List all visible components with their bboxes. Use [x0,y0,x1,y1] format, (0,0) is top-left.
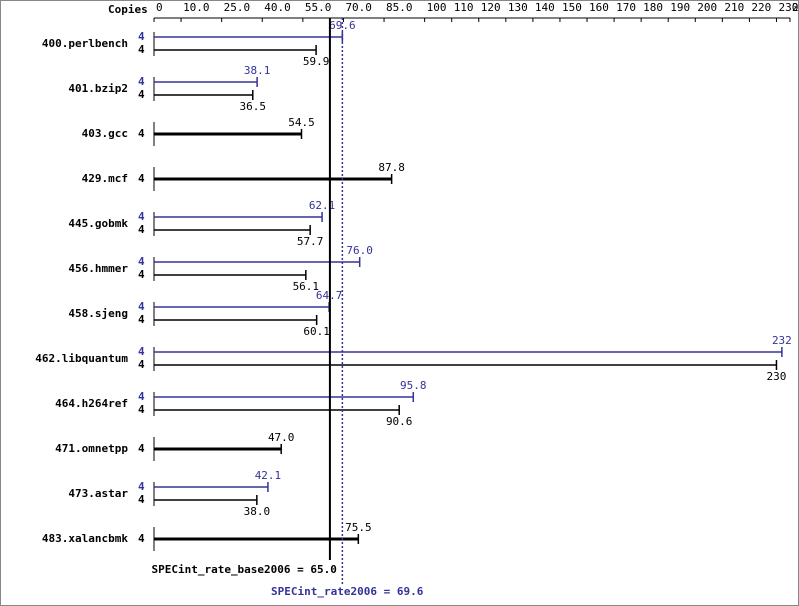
value-label: 230 [767,370,787,383]
value-label: 76.0 [346,244,373,257]
x-tick-label: 100 [427,1,447,14]
copies-header: Copies [108,3,148,16]
copies-label: 4 [138,43,145,56]
x-tick-label: 70.0 [345,1,372,14]
x-tick-label: 230 [778,1,798,14]
value-label: 42.1 [255,469,282,482]
x-tick-label: 25.0 [224,1,251,14]
reference-label: SPECint_rate_base2006 = 65.0 [151,563,336,576]
category-label: 429.mcf [82,172,128,185]
value-label: 62.1 [309,199,336,212]
copies-label: 4 [138,172,145,185]
category-label: 464.h264ref [55,397,128,410]
copies-label: 4 [138,532,145,545]
value-label: 59.9 [303,55,330,68]
value-label: 57.7 [297,235,324,248]
copies-label: 4 [138,390,145,403]
copies-label: 4 [138,88,145,101]
x-tick-label: 55.0 [305,1,332,14]
copies-label: 4 [138,30,145,43]
value-label: 36.5 [240,100,267,113]
copies-label: 4 [138,403,145,416]
reference-label: SPECint_rate2006 = 69.6 [271,585,424,598]
category-label: 445.gobmk [68,217,128,230]
copies-label: 4 [138,255,145,268]
copies-label: 4 [138,480,145,493]
x-tick-label: 120 [481,1,501,14]
x-tick-label: 10.0 [183,1,210,14]
x-tick-label: 150 [562,1,582,14]
category-label: 401.bzip2 [68,82,128,95]
x-tick-label: 40.0 [264,1,291,14]
value-label: 38.0 [244,505,271,518]
value-label: 90.6 [386,415,413,428]
value-label: 47.0 [268,431,295,444]
x-tick-label: 235 [792,1,799,14]
value-label: 60.1 [303,325,330,338]
category-label: 462.libquantum [35,352,128,365]
copies-label: 4 [138,210,145,223]
copies-label: 4 [138,358,145,371]
x-tick-label: 140 [535,1,555,14]
x-tick-label: 160 [589,1,609,14]
x-tick-label: 110 [454,1,474,14]
category-label: 483.xalancbmk [42,532,128,545]
x-tick-label: 0 [156,1,163,14]
category-label: 403.gcc [82,127,128,140]
category-label: 458.sjeng [68,307,128,320]
value-label: 232 [772,334,792,347]
category-label: 456.hmmer [68,262,128,275]
x-tick-label: 190 [670,1,690,14]
category-label: 400.perlbench [42,37,128,50]
x-tick-label: 200 [697,1,717,14]
category-label: 473.astar [68,487,128,500]
value-label: 69.6 [329,19,356,32]
copies-label: 4 [138,442,145,455]
value-label: 95.8 [400,379,427,392]
value-label: 38.1 [244,64,271,77]
x-tick-label: 130 [508,1,528,14]
copies-label: 4 [138,300,145,313]
x-tick-label: 210 [724,1,744,14]
x-tick-label: 85.0 [386,1,413,14]
copies-label: 4 [138,127,145,140]
copies-label: 4 [138,493,145,506]
copies-label: 4 [138,75,145,88]
copies-label: 4 [138,268,145,281]
x-tick-label: 170 [616,1,636,14]
x-tick-label: 220 [751,1,771,14]
value-label: 75.5 [345,521,372,534]
value-label: 87.8 [378,161,405,174]
category-label: 471.omnetpp [55,442,128,455]
copies-label: 4 [138,313,145,326]
copies-label: 4 [138,223,145,236]
x-tick-label: 180 [643,1,663,14]
value-label: 54.5 [288,116,315,129]
copies-label: 4 [138,345,145,358]
value-label: 56.1 [293,280,320,293]
